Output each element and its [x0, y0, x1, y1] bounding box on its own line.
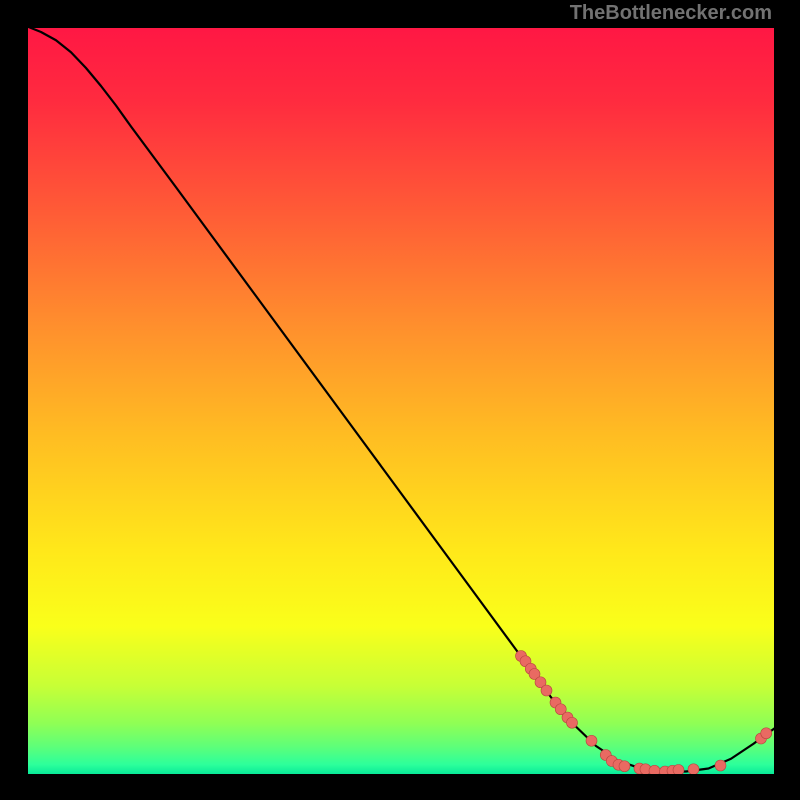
gradient-background [26, 26, 776, 776]
chart-svg [26, 26, 776, 776]
marker-point [761, 728, 772, 739]
marker-point [715, 760, 726, 771]
chart-frame: TheBottlenecker.com [0, 0, 800, 800]
marker-point [586, 735, 597, 746]
watermark-text: TheBottlenecker.com [570, 2, 772, 25]
marker-point [567, 717, 578, 728]
marker-point [673, 765, 684, 776]
plot-area [26, 26, 776, 776]
marker-point [688, 764, 699, 775]
marker-point [541, 685, 552, 696]
marker-point [619, 761, 630, 772]
